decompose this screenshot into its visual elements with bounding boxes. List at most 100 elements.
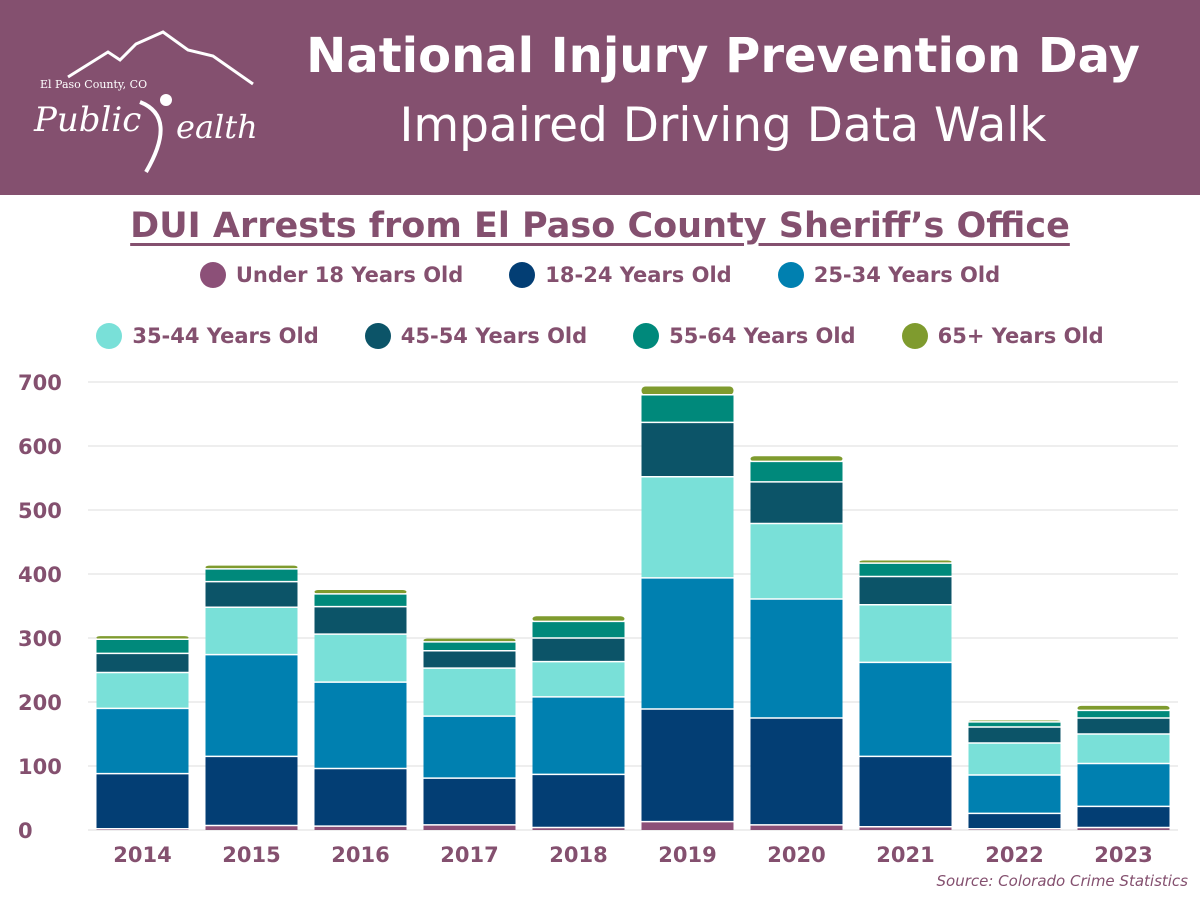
header-banner: El Paso County, CO Public ealth National… <box>0 0 1200 195</box>
page-subtitle: Impaired Driving Data Walk <box>399 98 1047 153</box>
legend-swatch-65-plus <box>901 323 928 349</box>
legend-swatch-under-18 <box>199 262 226 288</box>
legend-item-65-plus: 65+ Years Old <box>901 323 1104 349</box>
x-tick-label-2021: 2021 <box>876 843 934 867</box>
bar-2016-45-54-years-old <box>314 606 407 635</box>
legend-label-under-18: Under 18 Years Old <box>235 263 464 287</box>
bar-2014-18-24-years-old <box>96 773 189 829</box>
bar-2017-35-44-years-old <box>423 668 516 717</box>
bar-2020-35-44-years-old <box>750 523 843 599</box>
bar-2022-55-64-years-old <box>968 721 1061 727</box>
bar-2017-18-24-years-old <box>423 778 516 825</box>
mountain-logo-icon <box>67 30 254 174</box>
bar-2022-18-24-years-old <box>968 813 1061 829</box>
x-tick-label-2022: 2022 <box>985 843 1043 867</box>
bar-2014-65-years-old <box>96 636 189 640</box>
bar-2014-55-64-years-old <box>96 639 189 654</box>
bar-2018-65-years-old <box>532 616 625 622</box>
bar-2023-55-64-years-old <box>1077 710 1170 718</box>
bar-2023-65-years-old <box>1077 705 1170 711</box>
legend-item-35-44: 35-44 Years Old <box>96 323 319 349</box>
x-tick-label-2017: 2017 <box>440 843 498 867</box>
x-tick-label-2015: 2015 <box>222 843 280 867</box>
stacked-bar-chart: 0 100 200 300 400 500 600 700 2014 2015 2016 2017 20… <box>18 371 1178 867</box>
bar-2020-under-18-years-old <box>750 824 843 830</box>
bar-2016-35-44-years-old <box>314 634 407 683</box>
bar-2023-35-44-years-old <box>1077 734 1170 764</box>
y-tick-label-700: 700 <box>18 371 62 395</box>
legend-item-45-54: 45-54 Years Old <box>364 323 588 349</box>
x-tick-label-2019: 2019 <box>658 843 716 867</box>
bar-2019-under-18-years-old <box>641 821 734 830</box>
legend-row-1: Under 18 Years Old 18-24 Years Old 25-34… <box>0 262 1200 288</box>
bar-2021-55-64-years-old <box>859 563 952 577</box>
bar-2023-25-34-years-old <box>1077 763 1170 807</box>
bar-2020-25-34-years-old <box>750 598 843 718</box>
page-title: National Injury Prevention Day <box>306 28 1140 84</box>
bar-2018-35-44-years-old <box>532 661 625 697</box>
bar-2019-55-64-years-old <box>641 394 734 423</box>
bar-2015-65-years-old <box>205 565 298 569</box>
bar-2016-65-years-old <box>314 590 407 594</box>
logo-health-text: ealth <box>176 108 258 146</box>
public-health-logo: El Paso County, CO Public ealth <box>28 22 268 182</box>
bar-2016-55-64-years-old <box>314 593 407 607</box>
bar-2020-45-54-years-old <box>750 481 843 524</box>
legend-label-18-24: 18-24 Years Old <box>545 263 732 287</box>
bar-2020-18-24-years-old <box>750 718 843 825</box>
bar-2018-55-64-years-old <box>532 621 625 638</box>
y-tick-label-100: 100 <box>18 755 62 779</box>
legend-swatch-45-54 <box>364 323 391 349</box>
bar-2021-35-44-years-old <box>859 604 952 663</box>
legend-swatch-35-44 <box>96 323 123 349</box>
legend-label-65-plus: 65+ Years Old <box>937 324 1104 348</box>
legend-label-45-54: 45-54 Years Old <box>400 324 588 348</box>
legend-item-25-34: 25-34 Years Old <box>777 262 1000 288</box>
bar-2017-45-54-years-old <box>423 650 516 669</box>
logo-county-text: El Paso County, CO <box>40 78 148 91</box>
logo-public-text: Public <box>34 100 142 140</box>
bar-2015-35-44-years-old <box>205 607 298 655</box>
bar-2018-45-54-years-old <box>532 638 625 662</box>
source-note: Source: Colorado Crime Statistics <box>936 872 1188 890</box>
x-tick-label-2018: 2018 <box>549 843 607 867</box>
x-tick-label-2023: 2023 <box>1094 843 1152 867</box>
bar-2015-25-34-years-old <box>205 654 298 757</box>
y-tick-label-400: 400 <box>18 563 62 587</box>
bar-2014-35-44-years-old <box>96 672 189 709</box>
bar-2019-18-24-years-old <box>641 709 734 822</box>
bar-2023-45-54-years-old <box>1077 718 1170 734</box>
bar-2019-45-54-years-old <box>641 422 734 477</box>
bar-2015-45-54-years-old <box>205 581 298 608</box>
legend-item-under-18: Under 18 Years Old <box>199 262 464 288</box>
y-tick-label-200: 200 <box>18 691 62 715</box>
bar-2016-under-18-years-old <box>314 826 407 830</box>
bar-2018-25-34-years-old <box>532 696 625 775</box>
bar-2017-55-64-years-old <box>423 641 516 651</box>
bar-2023-18-24-years-old <box>1077 806 1170 828</box>
bar-2022-45-54-years-old <box>968 726 1061 743</box>
bar-2022-35-44-years-old <box>968 742 1061 775</box>
y-tick-label-500: 500 <box>18 499 62 523</box>
bar-2019-65-years-old <box>641 386 734 395</box>
bar-2020-65-years-old <box>750 456 843 462</box>
legend-item-18-24: 18-24 Years Old <box>509 262 732 288</box>
bar-2020-55-64-years-old <box>750 461 843 482</box>
x-tick-label-2014: 2014 <box>113 843 171 867</box>
y-tick-label-600: 600 <box>18 435 62 459</box>
legend-swatch-25-34 <box>777 262 804 288</box>
bar-2014-25-34-years-old <box>96 708 189 774</box>
bar-2019-35-44-years-old <box>641 476 734 578</box>
legend-row-2: 35-44 Years Old 45-54 Years Old 55-64 Ye… <box>0 323 1200 349</box>
bar-2017-25-34-years-old <box>423 716 516 779</box>
bar-2016-25-34-years-old <box>314 682 407 769</box>
bar-2017-65-years-old <box>423 638 516 642</box>
bar-2015-under-18-years-old <box>205 825 298 830</box>
bar-2018-under-18-years-old <box>532 827 625 830</box>
bar-2021-under-18-years-old <box>859 826 952 830</box>
bar-2021-25-34-years-old <box>859 662 952 757</box>
x-tick-label-2020: 2020 <box>767 843 825 867</box>
bar-2023-under-18-years-old <box>1077 827 1170 830</box>
legend-label-35-44: 35-44 Years Old <box>132 324 319 348</box>
bar-2015-18-24-years-old <box>205 756 298 826</box>
